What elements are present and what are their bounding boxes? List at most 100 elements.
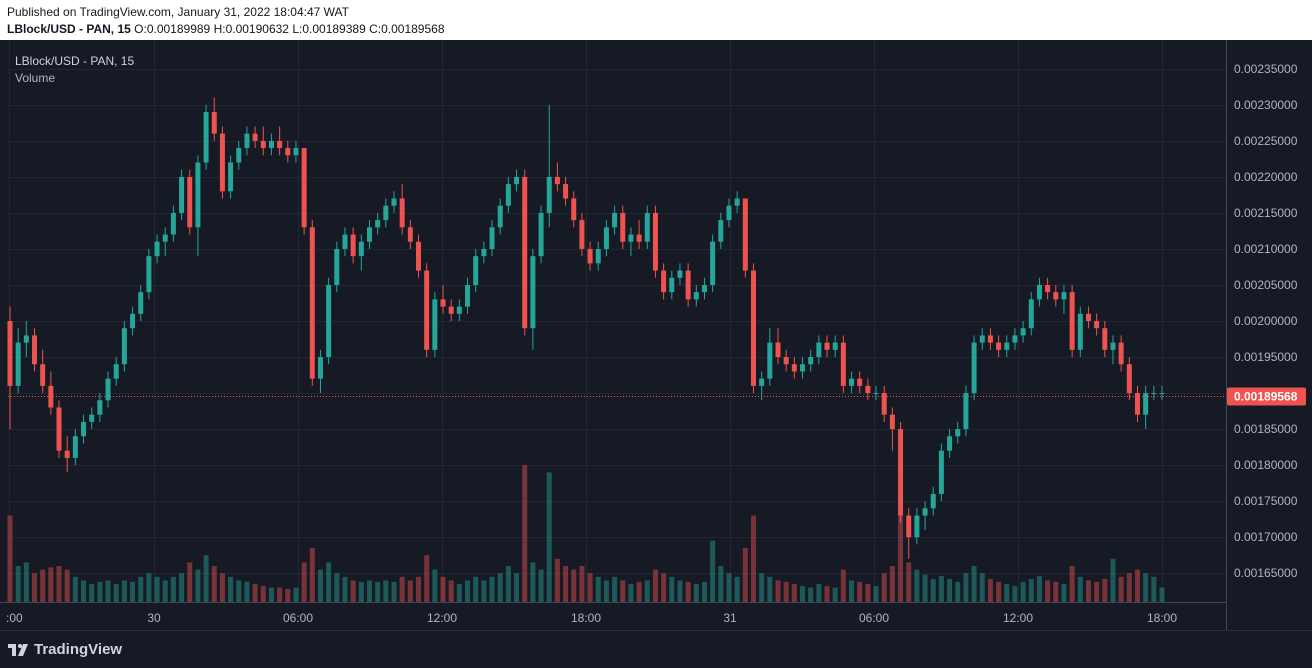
volume-bar — [391, 581, 397, 602]
candle-body — [767, 342, 773, 379]
legend-symbol[interactable]: LBlock/USD - PAN, 15 — [15, 54, 135, 68]
volume-bar — [922, 574, 928, 602]
volume-bar — [1126, 573, 1132, 602]
volume-bar — [113, 584, 119, 602]
x-tick-label: 18:00 — [1147, 611, 1177, 625]
candle-body — [252, 133, 258, 141]
candle-body — [1069, 292, 1075, 350]
candle-body — [113, 364, 119, 379]
candle-body — [685, 270, 691, 300]
candle-body — [97, 400, 103, 415]
volume-bar — [456, 584, 462, 602]
volume-bar — [538, 569, 544, 602]
volume-bar — [154, 576, 160, 602]
volume-bar — [277, 587, 283, 602]
x-tick-label: 12:00 — [427, 611, 457, 625]
volume-bar — [546, 472, 552, 602]
candle-body — [301, 148, 307, 228]
volume-bar — [636, 581, 642, 602]
volume-bar — [203, 555, 209, 602]
volume-bar — [514, 573, 520, 602]
candle-body — [775, 342, 781, 358]
low-label: L: — [292, 22, 303, 36]
volume-bar — [979, 573, 985, 602]
candle-body — [865, 385, 871, 394]
candle-body — [236, 148, 242, 163]
volume-bar — [522, 465, 528, 602]
y-tick-label: 0.00180000 — [1234, 458, 1298, 472]
volume-bar — [424, 555, 430, 602]
x-tick-label: 12:00 — [1003, 611, 1033, 625]
volume-bar — [179, 573, 185, 602]
volume-bar — [930, 578, 936, 602]
volume-bar — [326, 562, 332, 602]
candle-body — [1028, 299, 1034, 329]
volume-bar — [481, 580, 487, 602]
volume-bar — [816, 584, 822, 602]
candle-body — [636, 234, 642, 242]
candle-body — [522, 176, 528, 329]
volume-bar — [1143, 573, 1149, 602]
volume-bar — [734, 576, 740, 602]
volume-bar — [1045, 580, 1051, 602]
volume-bar — [7, 515, 13, 602]
tradingview-logo[interactable]: TradingView — [8, 641, 122, 658]
candle-body — [416, 241, 422, 271]
volume-bar — [244, 581, 250, 602]
volume-bar — [48, 567, 54, 602]
candle-body — [375, 220, 381, 228]
candle-body — [15, 342, 21, 386]
ohlc-line: LBlock/USD - PAN, 15 O:0.00189989 H:0.00… — [7, 22, 445, 36]
volume-bar — [832, 587, 838, 602]
candle-body — [857, 378, 863, 386]
volume-bar — [473, 576, 479, 602]
candle-body — [317, 357, 323, 379]
volume-bar — [849, 580, 855, 602]
volume-bar — [620, 580, 626, 602]
candle-body — [587, 248, 593, 264]
y-tick-label: 0.00225000 — [1234, 134, 1298, 148]
close-label: C: — [369, 22, 382, 36]
volume-bar — [530, 562, 536, 602]
candle-body — [971, 342, 977, 394]
chart-area[interactable]: 0.00165000 0.00170000 0.00175000 0.00180000… — [0, 40, 1312, 630]
volume-bar — [726, 573, 732, 602]
volume-bar — [1061, 584, 1067, 602]
volume-bar — [1053, 581, 1059, 602]
legend-volume[interactable]: Volume — [15, 71, 56, 85]
candle-body — [759, 378, 765, 386]
symbol-line: LBlock/USD - PAN, 15 — [7, 22, 131, 36]
volume-bar — [1085, 580, 1091, 602]
candle-body — [456, 306, 462, 314]
candle-body — [701, 284, 707, 293]
volume-bar — [162, 580, 168, 602]
volume-bar — [56, 566, 62, 602]
candle-body — [358, 241, 364, 257]
candle-body — [693, 292, 699, 300]
candle-body — [808, 357, 814, 365]
volume-bar — [505, 566, 511, 602]
candlestick-chart[interactable]: 0.00165000 0.00170000 0.00175000 0.00180000… — [0, 40, 1312, 630]
volume-bar — [963, 573, 969, 602]
candle-body — [32, 335, 38, 365]
volume-bar — [987, 578, 993, 602]
candle-body — [146, 256, 152, 293]
volume-bar — [865, 584, 871, 602]
candle-body — [40, 364, 46, 386]
volume-bar — [693, 584, 699, 602]
candle-body — [260, 140, 266, 149]
volume-bar — [317, 569, 323, 602]
volume-bar — [947, 578, 953, 602]
candle-body — [1045, 284, 1051, 293]
candle-body — [661, 270, 667, 293]
volume-bar — [1077, 576, 1083, 602]
candle-body — [228, 162, 234, 192]
volume-bar — [750, 515, 756, 602]
volume-bar — [350, 580, 356, 602]
volume-bar — [309, 548, 315, 602]
y-tick-label: 0.00205000 — [1234, 278, 1298, 292]
volume-bar — [448, 580, 454, 602]
candle-body — [726, 205, 732, 221]
candle-body — [718, 220, 724, 242]
volume-bar — [1069, 566, 1075, 602]
